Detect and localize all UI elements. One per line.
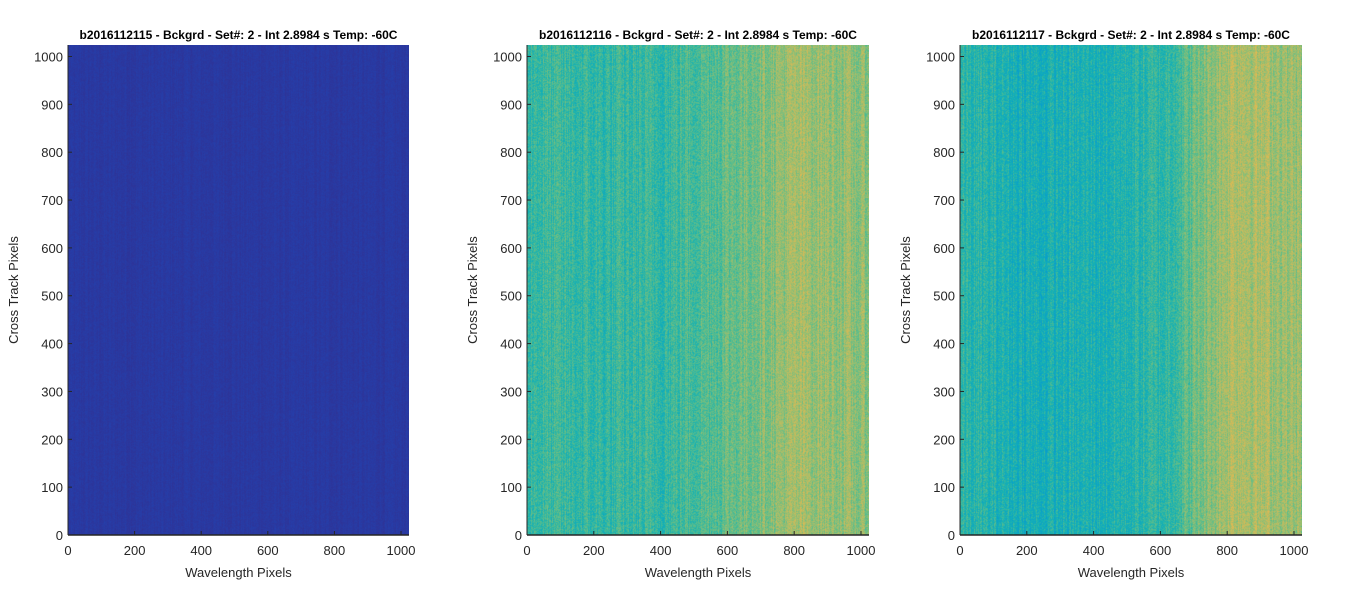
heatmap-panel-2: 0 200 400 600 800 1000 0 100 200 300 400 500 600 700 8… — [465, 28, 875, 580]
y-tick-label: 100 — [41, 480, 63, 495]
y-tick-label: 700 — [500, 193, 522, 208]
x-tick-label: 0 — [523, 543, 530, 558]
y-tick-label: 700 — [41, 193, 63, 208]
x-tick-label: 800 — [324, 543, 346, 558]
x-tick-label: 0 — [64, 543, 71, 558]
y-tick-label: 100 — [933, 480, 955, 495]
y-tick-label: 300 — [41, 384, 63, 399]
heatmap-panel-1: 0 200 400 600 800 1000 0 100 200 300 400 500 600 700 8… — [6, 28, 415, 580]
x-axis-label: Wavelength Pixels — [645, 565, 752, 580]
y-tick-label: 700 — [933, 193, 955, 208]
y-tick-label: 400 — [933, 337, 955, 352]
x-tick-label: 200 — [1016, 543, 1038, 558]
x-tick-label: 1000 — [387, 543, 416, 558]
y-tick-label: 800 — [41, 145, 63, 160]
x-tick-label: 400 — [650, 543, 672, 558]
y-tick-label: 1000 — [493, 49, 522, 64]
y-tick-label: 900 — [500, 97, 522, 112]
y-axis-label: Cross Track Pixels — [898, 236, 913, 344]
x-tick-label: 1000 — [1280, 543, 1309, 558]
y-tick-label: 800 — [933, 145, 955, 160]
x-tick-label: 400 — [1083, 543, 1105, 558]
y-tick-label: 500 — [933, 289, 955, 304]
x-tick-label: 0 — [956, 543, 963, 558]
chart-title: b2016112115 - Bckgrd - Set#: 2 - Int 2.8… — [80, 28, 398, 42]
y-tick-label: 600 — [933, 241, 955, 256]
x-tick-label: 800 — [783, 543, 805, 558]
y-axis-label: Cross Track Pixels — [465, 236, 480, 344]
x-tick-label: 400 — [190, 543, 212, 558]
y-tick-label: 100 — [500, 480, 522, 495]
y-tick-label: 300 — [500, 384, 522, 399]
x-tick-label: 600 — [717, 543, 739, 558]
y-tick-label: 1000 — [34, 49, 63, 64]
y-tick-label: 1000 — [926, 49, 955, 64]
y-tick-label: 600 — [500, 241, 522, 256]
y-tick-label: 800 — [500, 145, 522, 160]
y-axis-label: Cross Track Pixels — [6, 236, 21, 344]
x-axis-label: Wavelength Pixels — [185, 565, 292, 580]
x-tick-label: 200 — [583, 543, 605, 558]
heatmap-image — [960, 45, 1302, 535]
y-tick-label: 400 — [41, 337, 63, 352]
x-axis-label: Wavelength Pixels — [1078, 565, 1185, 580]
heatmap-panel-3: 0 200 400 600 800 1000 0 100 200 300 400 500 600 700 8… — [898, 28, 1308, 580]
chart-title: b2016112117 - Bckgrd - Set#: 2 - Int 2.8… — [972, 28, 1290, 42]
y-tick-label: 500 — [500, 289, 522, 304]
y-tick-label: 0 — [948, 528, 955, 543]
y-tick-label: 200 — [41, 432, 63, 447]
y-tick-label: 300 — [933, 384, 955, 399]
y-tick-label: 0 — [515, 528, 522, 543]
x-tick-label: 1000 — [847, 543, 876, 558]
y-tick-label: 900 — [933, 97, 955, 112]
y-tick-label: 200 — [933, 432, 955, 447]
heatmap-image — [68, 45, 409, 535]
x-tick-label: 600 — [1150, 543, 1172, 558]
x-tick-label: 800 — [1216, 543, 1238, 558]
y-tick-label: 200 — [500, 432, 522, 447]
y-tick-label: 600 — [41, 241, 63, 256]
x-tick-label: 600 — [257, 543, 279, 558]
chart-title: b2016112116 - Bckgrd - Set#: 2 - Int 2.8… — [539, 28, 857, 42]
y-tick-label: 400 — [500, 337, 522, 352]
heatmap-image — [527, 45, 869, 535]
x-tick-label: 200 — [124, 543, 146, 558]
y-tick-label: 0 — [56, 528, 63, 543]
y-tick-label: 900 — [41, 97, 63, 112]
y-tick-label: 500 — [41, 289, 63, 304]
